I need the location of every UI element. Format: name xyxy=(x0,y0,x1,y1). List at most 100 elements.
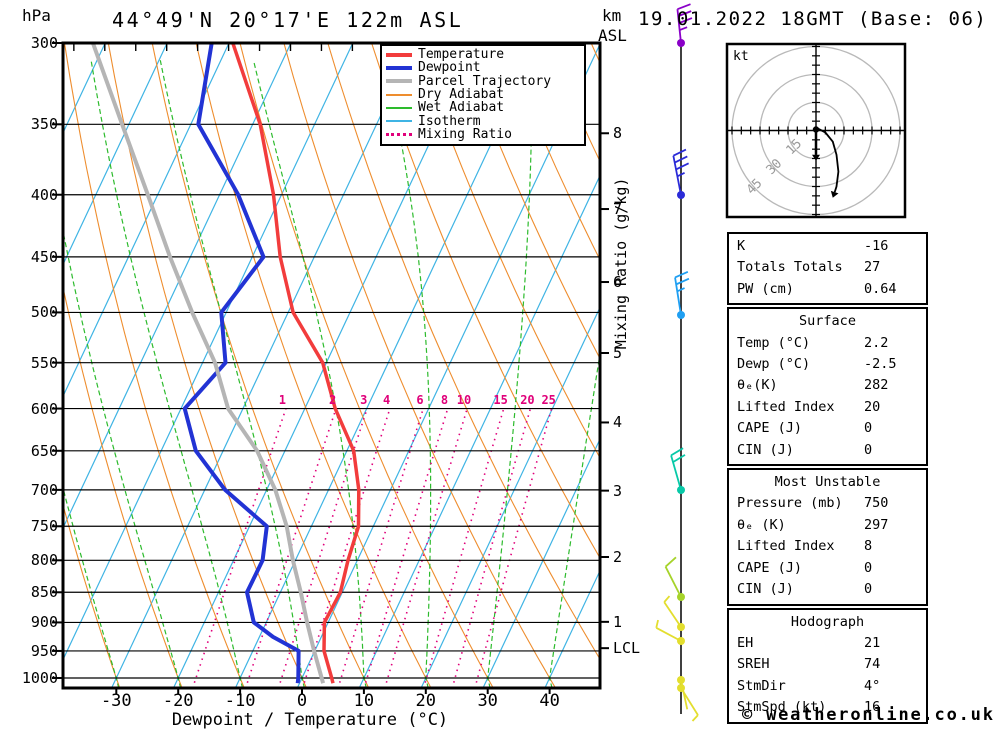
isotherm-line xyxy=(544,569,600,688)
stat-row: CIN (J) 0 xyxy=(729,579,926,600)
stat-value: 8 xyxy=(864,538,873,555)
stats-box-indices: K -16 Totals Totals 27 PW (cm) 0.64 xyxy=(727,232,928,306)
temp-tick-label--30: -30 xyxy=(100,691,132,711)
stats-box-hodograph: Hodograph EH 21 SREH 74 StmDir 4° StmSpd (kt) 16 xyxy=(727,607,928,724)
stat-label: θₑ(K) xyxy=(737,377,778,394)
legend-swatch-wet_adiabat xyxy=(386,106,412,109)
mixing-ratio-value-10: 10 xyxy=(456,392,472,407)
legend-swatch-parcel xyxy=(386,79,412,84)
stat-value: -16 xyxy=(864,238,889,254)
stat-value: 27 xyxy=(864,259,881,276)
stat-row: SREH 74 xyxy=(729,654,926,675)
legend-item-parcel-trajectory: Parcel Trajectory xyxy=(386,73,584,89)
mixing-ratio-value-25: 25 xyxy=(541,392,556,407)
stat-row: EH 21 xyxy=(729,633,926,654)
stat-row: CAPE (J) 0 xyxy=(729,558,926,579)
temp-tick-label--10: -10 xyxy=(224,691,256,711)
wind-barb-icon xyxy=(677,676,689,710)
mixing-ratio-value-1: 1 xyxy=(278,392,287,407)
isotherm-line xyxy=(63,43,168,266)
parcel_trajectory-curve xyxy=(91,43,326,684)
stat-label: Pressure (mb) xyxy=(737,495,843,512)
mixing-ratio-value-20: 20 xyxy=(520,392,535,407)
mixing-ratio-line xyxy=(383,408,468,688)
isotherm-line xyxy=(63,43,230,398)
pressure-tick-label-700: 700 xyxy=(30,480,58,499)
temperature-axis-title: Dewpoint / Temperature (°C) xyxy=(171,710,449,730)
wet-adiabat-line xyxy=(63,485,120,688)
stat-value: 0 xyxy=(864,441,873,458)
stat-label: θₑ (K) xyxy=(737,516,786,533)
wet-adiabat-line xyxy=(63,228,182,688)
stat-value: 297 xyxy=(864,516,889,533)
stat-row: StmSpd (kt) 16 xyxy=(729,697,926,718)
legend-label: Isotherm xyxy=(418,113,481,129)
km-tick-label-6: 6 xyxy=(613,273,623,292)
mixing-ratio-line xyxy=(422,408,505,688)
stat-label: CAPE (J) xyxy=(737,559,803,576)
stat-label: StmDir xyxy=(737,677,786,694)
legend-label: Wet Adiabat xyxy=(418,100,505,116)
stat-value: 282 xyxy=(864,377,889,394)
temp-tick-label-0: 0 xyxy=(296,691,308,711)
wind-barb-icon xyxy=(663,595,685,631)
km-tick-label-5: 5 xyxy=(613,344,623,362)
km-tick-label-3: 3 xyxy=(613,481,623,500)
legend-label: Dry Adiabat xyxy=(418,87,505,103)
sounding-curves xyxy=(91,43,361,684)
stat-label: Temp (°C) xyxy=(737,334,811,351)
stat-value: 16 xyxy=(864,699,881,716)
pressure-tick-label-450: 450 xyxy=(30,247,58,266)
mixing-ratio-value-3: 3 xyxy=(360,392,368,407)
legend-label: Dewpoint xyxy=(418,60,481,76)
pressure-tick-label-600: 600 xyxy=(30,399,58,418)
dewpoint-curve xyxy=(182,43,301,684)
wet-adiabat-line xyxy=(548,349,600,688)
pressure-tick-label-850: 850 xyxy=(30,583,58,602)
hodograph-border xyxy=(725,42,907,219)
legend-swatch-mixing_ratio xyxy=(386,132,412,136)
pressure-tick-label-350: 350 xyxy=(30,115,58,134)
legend-label: Parcel Trajectory xyxy=(418,73,552,89)
mixing-ratio-line xyxy=(337,408,424,688)
stat-label: K xyxy=(737,238,746,254)
stat-label: StmSpd (kt) xyxy=(737,699,827,716)
stats-box-title: Most Unstable xyxy=(774,474,881,491)
temp-tick-label-30: 30 xyxy=(477,691,498,711)
wind-barb-icon xyxy=(674,270,690,319)
wind-barb-icon xyxy=(672,148,690,199)
stats-tables: K -16 Totals Totals 27 PW (cm) 0.64 Surface Tem… xyxy=(727,232,928,726)
mixing-ratio-value-6: 6 xyxy=(416,392,424,407)
mixing-ratio-value-15: 15 xyxy=(493,392,508,407)
pressure-tick-label-550: 550 xyxy=(30,353,58,372)
legend-label: Mixing Ratio xyxy=(418,126,512,142)
hodograph-origin-dot xyxy=(812,126,820,133)
stat-value: 0 xyxy=(864,420,873,437)
temp-tick-label-10: 10 xyxy=(353,691,375,711)
legend-swatch-dewpoint xyxy=(386,65,412,70)
legend-swatch-dry_adiabat xyxy=(386,93,412,96)
isotherm-line xyxy=(234,43,540,688)
wet-adiabat-line xyxy=(383,60,432,688)
stats-box-most-unstable: Most Unstable Pressure (mb) 750 θₑ (K) 297 Li… xyxy=(727,468,928,606)
stat-label: Totals Totals xyxy=(737,259,843,276)
legend-swatch-isotherm xyxy=(386,120,412,123)
stat-row: CIN (J) 0 xyxy=(729,440,926,461)
stat-row: θₑ(K) 282 xyxy=(729,375,926,396)
temp-tick-label-20: 20 xyxy=(415,691,437,711)
mixing-ratio-value-4: 4 xyxy=(382,392,391,407)
stat-label: CIN (J) xyxy=(737,581,794,598)
pressure-tick-label-1000: 1000 xyxy=(21,669,58,687)
stat-value: 21 xyxy=(864,634,881,651)
stat-value: -2.5 xyxy=(864,356,897,373)
stat-row: CAPE (J) 0 xyxy=(729,418,926,439)
isotherm-line xyxy=(63,43,292,530)
stat-value: 0 xyxy=(864,559,873,576)
stat-label: SREH xyxy=(737,656,770,673)
dry-adiabat-line xyxy=(502,43,600,262)
stat-row: Lifted Index 8 xyxy=(729,536,926,557)
pressure-tick-label-800: 800 xyxy=(30,551,58,570)
stat-value: 0.64 xyxy=(864,280,897,297)
run-date-title: 19.01.2022 18GMT (Base: 06) xyxy=(638,8,988,30)
